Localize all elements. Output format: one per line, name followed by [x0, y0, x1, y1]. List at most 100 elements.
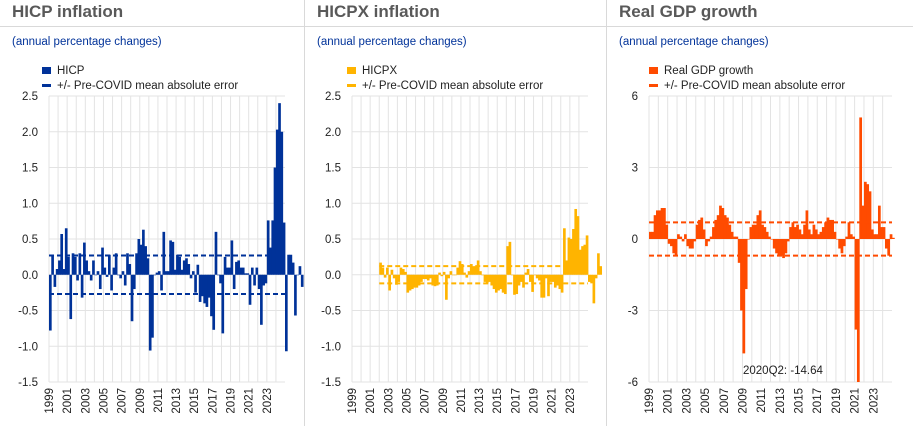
bar	[870, 229, 874, 239]
x-tick-label: 2017	[812, 388, 824, 414]
bar	[763, 227, 767, 239]
bar	[800, 234, 804, 239]
bar	[248, 274, 252, 305]
x-tick-label: 1999	[44, 388, 56, 414]
legend-item-series: HICPX	[347, 63, 543, 78]
bar	[861, 205, 865, 239]
x-tick-label: 2017	[207, 388, 219, 414]
bar	[96, 271, 100, 275]
panel-hicp: HICP inflation (annual percentage change…	[0, 0, 304, 426]
bar	[565, 260, 568, 275]
bar	[246, 273, 250, 275]
bar	[761, 224, 764, 239]
bar	[854, 239, 858, 330]
bar	[651, 231, 655, 239]
bar	[569, 239, 573, 275]
x-tick-label: 2009	[438, 388, 450, 414]
x-tick-label: 2007	[420, 388, 432, 414]
bar	[117, 274, 120, 276]
bar	[132, 274, 136, 290]
bar	[451, 274, 455, 276]
bar	[291, 262, 295, 275]
bar	[397, 274, 401, 282]
bar	[796, 224, 799, 239]
bar	[526, 269, 530, 275]
bar	[695, 224, 699, 239]
bar	[681, 239, 685, 242]
bar	[842, 239, 846, 247]
bar	[679, 236, 683, 239]
y-tick-label: 6	[632, 91, 638, 103]
bar	[535, 274, 539, 279]
y-tick-label: 2.5	[325, 91, 341, 103]
bar	[230, 240, 234, 275]
bar	[782, 239, 785, 259]
y-tick-label: -1.0	[18, 341, 38, 353]
bar	[438, 272, 441, 275]
bar	[273, 167, 277, 275]
x-tick-label: 2023	[868, 388, 880, 414]
bar	[69, 274, 73, 320]
title-divider	[607, 26, 913, 27]
y-tick-label: 3	[632, 163, 638, 175]
bar	[424, 274, 428, 280]
bar	[383, 274, 387, 278]
bar	[300, 274, 304, 287]
bar	[723, 215, 727, 239]
bar	[513, 274, 516, 295]
chart-title: HICPX inflation	[317, 2, 440, 21]
bar	[560, 274, 564, 293]
x-tick-label: 2003	[80, 388, 92, 414]
x-tick-label: 2019	[831, 388, 843, 414]
bar	[422, 274, 426, 280]
bar	[847, 222, 851, 239]
bar	[485, 274, 489, 284]
legend-swatch-bar	[649, 67, 658, 74]
bar	[719, 205, 722, 239]
bar	[583, 244, 587, 275]
y-tick-label: 2.0	[325, 127, 341, 139]
bar	[786, 239, 790, 242]
bar	[189, 274, 193, 279]
y-tick-label: 0	[632, 234, 638, 246]
bar	[884, 239, 888, 249]
bar	[594, 274, 598, 279]
bar	[148, 274, 152, 351]
bar	[390, 269, 394, 275]
bar	[744, 239, 748, 290]
x-tick-label: 2011	[456, 388, 468, 413]
bar	[479, 271, 482, 275]
bar	[798, 229, 802, 239]
bar	[470, 264, 473, 275]
x-tick-label: 2011	[756, 388, 768, 413]
bar	[67, 256, 70, 275]
bar	[592, 274, 596, 304]
bar	[185, 258, 188, 275]
bar	[392, 274, 396, 279]
bar	[169, 240, 172, 275]
chart-title: Real GDP growth	[619, 2, 758, 21]
bar	[167, 271, 170, 275]
bar	[492, 274, 496, 290]
chart-subtitle: (annual percentage changes)	[317, 36, 467, 48]
bar	[235, 261, 238, 275]
bar	[126, 253, 129, 275]
bar	[576, 216, 580, 275]
bar	[146, 258, 150, 275]
bar	[504, 274, 507, 295]
bar	[519, 274, 523, 282]
bar	[135, 253, 138, 275]
bar	[266, 220, 270, 275]
bar	[205, 274, 209, 307]
bar	[142, 229, 145, 275]
bar	[123, 274, 127, 286]
legend-swatch-bar	[347, 67, 356, 74]
bar	[522, 274, 525, 288]
bar	[749, 227, 753, 239]
x-tick-label: 2005	[98, 388, 110, 414]
x-tick-label: 2003	[383, 388, 395, 414]
panel-hicpx: HICPX inflation (annual percentage chang…	[304, 0, 607, 426]
bar	[260, 274, 263, 325]
bar	[171, 241, 175, 275]
x-tick-label: 2019	[226, 388, 238, 414]
